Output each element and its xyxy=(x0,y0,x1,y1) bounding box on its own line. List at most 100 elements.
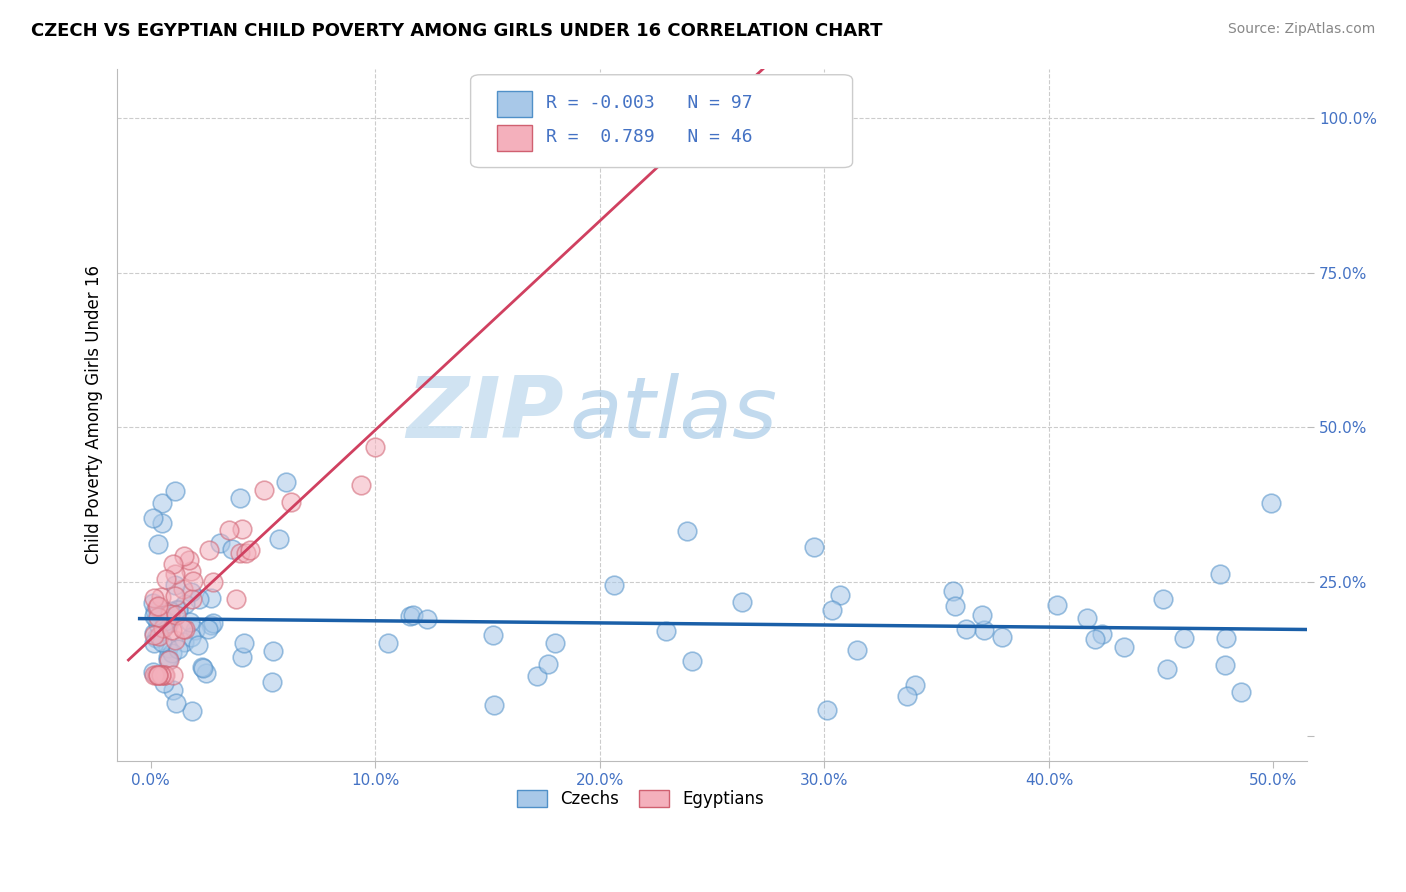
Point xyxy=(143,609,166,624)
Point xyxy=(157,653,180,667)
Point xyxy=(1076,611,1098,625)
Point xyxy=(145,599,167,614)
Point xyxy=(815,703,838,717)
Point xyxy=(803,541,825,555)
Point xyxy=(654,624,676,639)
Point xyxy=(142,510,165,524)
Point xyxy=(177,553,200,567)
Point xyxy=(200,591,222,606)
Point xyxy=(156,640,179,655)
Point xyxy=(162,646,184,660)
Point xyxy=(233,636,256,650)
Point xyxy=(162,682,184,697)
Point xyxy=(202,575,225,590)
Point xyxy=(174,622,197,636)
Point xyxy=(146,667,169,681)
Point xyxy=(681,654,703,668)
Point xyxy=(201,615,224,630)
Point xyxy=(198,542,221,557)
Point xyxy=(150,516,173,530)
Point xyxy=(184,623,207,637)
Point xyxy=(156,617,179,632)
Point xyxy=(162,667,184,681)
Point xyxy=(262,644,284,658)
Point xyxy=(193,661,215,675)
Point xyxy=(166,641,188,656)
Text: ZIP: ZIP xyxy=(406,373,564,457)
Point xyxy=(1215,631,1237,645)
Point xyxy=(148,599,170,614)
Point xyxy=(482,698,505,712)
Point xyxy=(194,665,217,680)
Point xyxy=(269,533,291,547)
Point xyxy=(208,536,231,550)
Point xyxy=(904,678,927,692)
Point xyxy=(163,566,186,581)
Point xyxy=(229,491,252,505)
Point xyxy=(157,616,180,631)
FancyBboxPatch shape xyxy=(496,91,533,117)
Point xyxy=(181,574,204,589)
Point xyxy=(260,674,283,689)
Point xyxy=(142,625,165,640)
Point xyxy=(163,577,186,591)
FancyBboxPatch shape xyxy=(496,125,533,151)
Point xyxy=(228,546,250,560)
Point xyxy=(153,618,176,632)
Point xyxy=(482,627,505,641)
Point xyxy=(148,612,170,626)
Point xyxy=(197,622,219,636)
Point xyxy=(153,676,176,690)
Text: atlas: atlas xyxy=(569,373,778,457)
Point xyxy=(165,697,187,711)
Point xyxy=(603,577,626,591)
Legend: Czechs, Egyptians: Czechs, Egyptians xyxy=(510,783,770,815)
Point xyxy=(187,638,209,652)
Point xyxy=(1084,632,1107,647)
Point xyxy=(172,622,194,636)
Point xyxy=(955,622,977,636)
Point xyxy=(173,549,195,563)
Point xyxy=(730,594,752,608)
Point xyxy=(143,636,166,650)
Point xyxy=(142,665,165,679)
Point xyxy=(145,631,167,645)
Point xyxy=(143,604,166,618)
Point xyxy=(172,582,194,596)
Point xyxy=(1213,658,1236,673)
Point xyxy=(143,591,166,605)
Point xyxy=(200,617,222,632)
Text: Source: ZipAtlas.com: Source: ZipAtlas.com xyxy=(1227,22,1375,37)
Point xyxy=(221,542,243,557)
Point xyxy=(148,537,170,551)
Point xyxy=(150,667,173,681)
Point xyxy=(415,612,437,626)
Point xyxy=(180,585,202,599)
Point xyxy=(163,483,186,498)
Point xyxy=(174,598,197,612)
Point xyxy=(239,543,262,558)
Point xyxy=(188,592,211,607)
Point xyxy=(377,635,399,649)
Point xyxy=(149,667,172,681)
Point xyxy=(191,659,214,673)
Point xyxy=(148,667,170,681)
Point xyxy=(253,483,276,498)
Point xyxy=(231,522,253,536)
Point xyxy=(145,610,167,624)
Point xyxy=(896,689,918,703)
Point xyxy=(153,667,176,681)
Point xyxy=(180,564,202,578)
Point xyxy=(153,667,176,681)
Point xyxy=(973,623,995,637)
Point xyxy=(1046,598,1069,612)
Point xyxy=(162,558,184,572)
Point xyxy=(1156,662,1178,676)
Y-axis label: Child Poverty Among Girls Under 16: Child Poverty Among Girls Under 16 xyxy=(86,265,103,565)
Point xyxy=(218,523,240,537)
Point xyxy=(846,643,869,657)
Point xyxy=(676,524,699,539)
Point xyxy=(274,475,297,489)
Point xyxy=(142,628,165,642)
Point xyxy=(943,599,966,614)
